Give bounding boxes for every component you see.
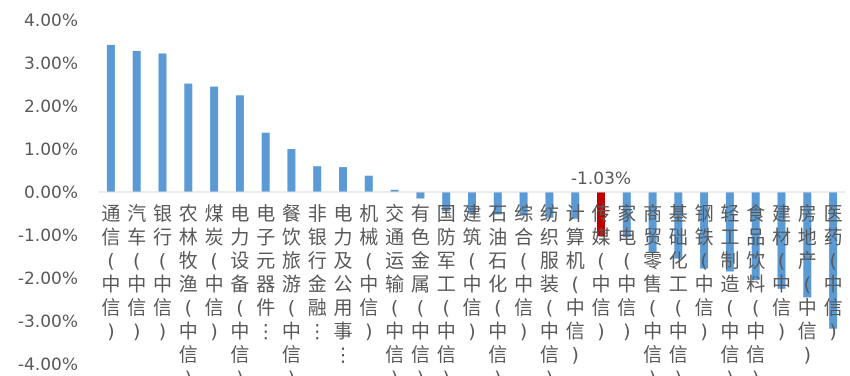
bar (751, 192, 760, 281)
category-label: 食品饮料(中信) (746, 203, 765, 376)
bar (106, 44, 115, 193)
category-label: 非银行金融⋮ (308, 203, 327, 343)
bar (210, 86, 219, 192)
bar (235, 95, 244, 193)
category-label: 机械(中信) (359, 203, 378, 343)
category-label: 电力设备(中信) (230, 203, 249, 376)
bar (622, 192, 631, 238)
y-tick-label: -4.00% (18, 355, 78, 375)
category-label: 建材(中信) (772, 203, 791, 343)
y-tick-label: 0.00% (24, 183, 78, 203)
category-label: 电力及公用事⋮ (333, 203, 352, 366)
category-label: 国防军工(中信) (437, 203, 456, 376)
y-tick-label: -2.00% (18, 269, 78, 289)
bar (648, 192, 657, 253)
category-label: 有色金属(中信) (411, 203, 430, 376)
y-tick-label: -1.00% (18, 226, 78, 246)
category-label: 医药(中信) (824, 203, 843, 343)
category-label: 建筑(中信) (462, 203, 481, 343)
bar (545, 192, 554, 218)
bar (184, 83, 193, 192)
bar (287, 149, 296, 192)
category-label: 石油石化(中信) (488, 203, 507, 376)
y-tick-label: 4.00% (24, 11, 78, 31)
category-label: 计算机(中信) (566, 203, 585, 366)
category-label: 交通运输(中信) (385, 203, 404, 376)
category-label: 轻工制造(中信) (720, 203, 739, 376)
category-label: 农林牧渔(中信) (179, 203, 198, 376)
category-labels: 通信(中信) 汽车(中信) 银行(中信) 农林牧渔(中信) 煤炭(中信) 电力设备(中信)… (101, 203, 842, 376)
category-label: 综合(中信) (514, 203, 533, 343)
data-labels: -1.03% (571, 169, 631, 189)
category-label: 家电(中信) (617, 203, 636, 343)
category-label: 钢铁(中信) (695, 203, 714, 343)
bar (725, 192, 734, 272)
y-tick-label: -3.00% (18, 312, 78, 332)
category-label: 煤炭(中信) (205, 203, 224, 343)
bar (416, 192, 425, 199)
category-label: 传媒(中信) (591, 203, 610, 343)
bar (132, 51, 141, 192)
category-label: 银行(中信) (153, 203, 172, 343)
bar (468, 192, 476, 214)
category-label: 基础化工(中信) (669, 203, 688, 376)
bar (519, 192, 528, 216)
category-label: 餐饮旅游(中信) (282, 203, 301, 376)
bar (493, 192, 502, 215)
y-axis-ticks: 4.00% 3.00% 2.00% 1.00% 0.00% -1.00% -2.00% -3.… (18, 11, 78, 375)
bars (106, 44, 838, 329)
y-tick-label: 2.00% (24, 97, 78, 117)
bar (313, 166, 322, 192)
category-label: 电子元器件⋮ (256, 203, 275, 343)
bar (700, 192, 709, 269)
y-tick-label: 1.00% (24, 140, 78, 160)
category-label: 通信(中信) (101, 203, 120, 343)
bar (571, 192, 580, 219)
category-label: 汽车(中信) (127, 203, 146, 343)
bar (339, 167, 347, 192)
bar (803, 192, 812, 298)
y-tick-label: 3.00% (24, 54, 78, 74)
category-label: 商贸零售(中信) (643, 203, 662, 376)
bar (674, 192, 683, 259)
bar (261, 132, 270, 192)
bar (390, 189, 399, 192)
data-label: -1.03% (571, 169, 631, 189)
bar (364, 175, 373, 192)
bar (597, 192, 605, 237)
bar (442, 192, 451, 212)
bar (829, 192, 838, 329)
bar (777, 192, 786, 289)
category-label: 房地产(中信) (798, 203, 817, 366)
bar (158, 53, 167, 192)
category-label: 纺织服装(中信) (540, 203, 559, 376)
